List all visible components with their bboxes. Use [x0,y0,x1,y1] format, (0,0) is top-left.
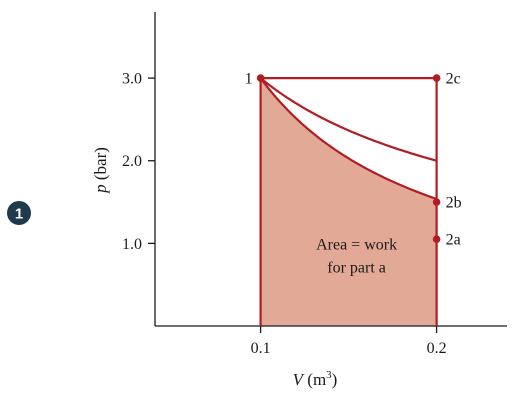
x-axis-label: V (m3) [293,369,338,389]
process-curve-1-2b [259,77,437,162]
state-point-2b [432,198,441,206]
area-annotation-line2: for part a [327,259,386,276]
process-curve-1-2a [259,77,437,201]
y-tick-label: 3.0 [122,71,142,88]
y-tick-label: 2.0 [122,153,142,170]
state-point-2a [432,235,441,244]
state-label-2b: 2b [446,195,462,212]
y-axis-label: p (bar) [91,147,110,194]
x-axis-unit-close: ) [332,370,338,389]
x-axis-unit-exponent: 3 [326,369,332,381]
y-ticks: 1.0 2.0 3.0 [122,71,155,253]
x-tick-label: 0.2 [427,340,447,357]
x-axis-var: V [293,370,306,389]
state-label-2c: 2c [446,71,461,88]
state-label-1: 1 [245,71,253,88]
step-badge: 1 [7,201,31,225]
state-points: 1 2a 2b 2c [245,71,462,249]
y-axis-unit: (bar) [91,147,110,184]
state-point-1 [256,74,265,82]
x-tick-label: 0.1 [251,340,271,357]
area-annotation-line1: Area = work [316,236,397,253]
y-axis-var: p [91,184,110,194]
badge-number: 1 [15,206,23,223]
process-curves [259,77,437,201]
x-ticks: 0.1 0.2 [251,326,447,357]
state-point-2c [432,74,441,82]
badge-circle [7,201,31,225]
work-area-fill [260,78,437,326]
y-tick-label: 1.0 [122,236,142,253]
x-axis-unit-open: (m [303,370,326,389]
state-label-2a: 2a [446,232,461,249]
